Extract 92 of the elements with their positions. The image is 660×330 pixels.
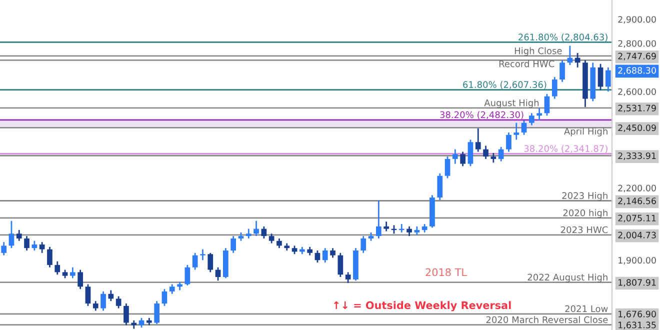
candlestick — [514, 122, 520, 140]
candlestick — [116, 296, 122, 310]
candlestick — [560, 60, 565, 83]
annotation: ↑↓ = Outside Weekly Reversal — [334, 301, 511, 312]
candlestick — [169, 284, 175, 295]
candlestick — [268, 232, 274, 244]
candlestick — [376, 200, 382, 240]
ref-line-label: 2023 High — [562, 192, 608, 201]
y-tick-label: 2,688.30 — [618, 67, 656, 75]
candlestick — [345, 271, 351, 284]
candlestick — [70, 266, 76, 279]
candlestick — [192, 252, 198, 270]
ref-line-label: 2022 August High — [528, 274, 608, 282]
y-tick-label: 2,900.00 — [618, 16, 656, 24]
y-tick-label: 2,747.69 — [618, 52, 656, 60]
candlestick — [47, 246, 52, 268]
candlestick — [85, 284, 91, 307]
y-tick-label: 2,146.56 — [618, 198, 656, 206]
candlestick — [506, 132, 512, 152]
candlestick — [254, 220, 259, 237]
candlestick — [574, 52, 580, 68]
candlestick — [92, 300, 98, 312]
candlestick — [39, 241, 45, 254]
ref-line-label: Record HWC — [499, 60, 554, 68]
candlestick — [567, 45, 573, 66]
candlestick — [1, 241, 6, 256]
ref-line-label: August High — [484, 99, 539, 108]
candlestick — [184, 264, 190, 286]
ref-line-label: 2021 Low — [565, 305, 608, 312]
candlestick — [78, 269, 83, 290]
candlestick — [276, 238, 282, 249]
candlestick — [552, 76, 558, 100]
candlestick — [544, 93, 550, 116]
candlestick — [200, 248, 206, 261]
candlestick — [605, 66, 611, 92]
y-tick-label: 2,531.79 — [618, 104, 656, 112]
candlestick — [246, 228, 252, 240]
candlestick — [322, 247, 328, 264]
candlestick — [452, 148, 458, 164]
candlestick — [314, 250, 320, 264]
candlestick — [598, 63, 604, 92]
ref-line-label: High Close — [514, 47, 562, 56]
ref-line-label: 61.80% (2,607.36) — [463, 81, 546, 90]
candlestick — [100, 290, 106, 312]
ref-line-label: 2020 March Reversal Close — [486, 316, 608, 324]
candlestick — [460, 151, 466, 167]
candlestick — [444, 156, 450, 179]
ref-line-label: 2020 high — [563, 209, 608, 218]
candlestick — [338, 252, 344, 278]
candlestick — [32, 240, 38, 252]
y-tick-label: 2,004.73 — [618, 232, 656, 240]
candlestick — [384, 220, 389, 232]
y-tick-label: 2,600.00 — [618, 88, 656, 96]
y-tick-label: 1,631.35 — [618, 322, 656, 330]
ref-line-label: 38.20% (2,341.87) — [524, 144, 608, 154]
candlestick — [498, 146, 504, 162]
candlestick — [8, 220, 14, 249]
y-tick-label: 1,807.91 — [618, 279, 656, 287]
candlestick — [406, 226, 412, 237]
ref-line-label: April High — [564, 128, 608, 136]
candlestick — [330, 247, 336, 258]
candlestick — [230, 235, 236, 254]
candlestick — [490, 152, 496, 164]
ref-line-label: 261.80% (2,804.63) — [518, 34, 608, 42]
y-tick-label: 2,075.11 — [618, 214, 656, 222]
ref-line-label: 38.20% (2,482.30) — [440, 111, 524, 120]
annotation: 2018 TL — [426, 268, 467, 276]
candlestick — [468, 139, 474, 167]
candlestick — [475, 128, 481, 152]
candlestick — [208, 252, 214, 273]
y-tick-label: 2,450.09 — [618, 124, 656, 132]
candlestick — [483, 145, 488, 160]
candlestick — [108, 290, 114, 302]
candlestick — [24, 235, 30, 252]
candlestick — [162, 288, 168, 307]
candlestick — [124, 302, 129, 326]
candlestick — [16, 229, 22, 242]
candlestick — [261, 226, 267, 240]
y-tick-label: 2,200.00 — [618, 184, 656, 192]
candlestick — [437, 172, 443, 201]
y-tick-label: 2,333.91 — [618, 152, 656, 160]
y-tick-label: 1,900.00 — [618, 256, 656, 264]
ref-line-label: 2023 HWC — [560, 226, 608, 234]
candlestick — [54, 260, 60, 276]
candlestick — [521, 120, 527, 136]
candlestick — [528, 112, 534, 126]
candlestick — [154, 300, 160, 325]
candlestick — [360, 235, 366, 254]
y-tick-label: 2,800.00 — [618, 40, 656, 48]
candlestick — [536, 107, 542, 122]
candlestick — [215, 266, 221, 282]
y-tick-label: 1,676.90 — [618, 310, 656, 318]
